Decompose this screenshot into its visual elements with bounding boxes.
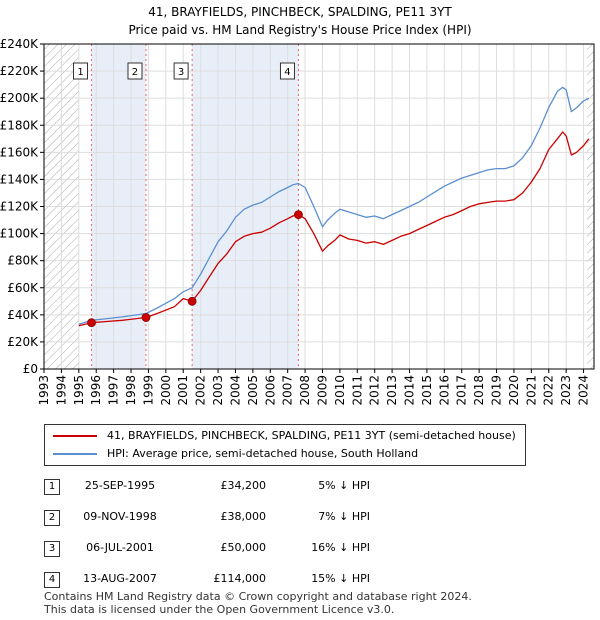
sale-row: 3 06-JUL-2001 £50,000 16% ↓ HPI [0, 538, 600, 560]
x-tick-label: 2009 [315, 375, 329, 406]
y-tick-label: £100K [0, 227, 39, 241]
sale-point [187, 296, 197, 306]
chart-title: 41, BRAYFIELDS, PINCHBECK, SPALDING, PE1… [148, 5, 452, 19]
sale-marker-box [73, 62, 89, 80]
sale-number: 2 [44, 510, 60, 526]
x-tick-label: 2008 [298, 375, 312, 406]
sale-row: 4 13-AUG-2007 £114,000 15% ↓ HPI [0, 569, 600, 591]
footer-licence: This data is licensed under the Open Gov… [44, 603, 395, 616]
legend-swatch-hpi [53, 453, 97, 455]
x-tick-label: 2017 [455, 375, 469, 406]
x-tick-label: 1994 [54, 375, 68, 406]
sale-marker-label: 2 [132, 67, 138, 78]
sale-marker-box [279, 62, 295, 80]
sale-price: £50,000 [220, 541, 267, 554]
x-tick-label: 2012 [368, 375, 382, 406]
x-tick-label: 2007 [281, 375, 295, 406]
sale-price: £38,000 [220, 510, 267, 523]
x-tick-label: 2023 [559, 375, 573, 406]
sale-point [87, 318, 96, 328]
legend-swatch-property [53, 435, 97, 437]
y-tick-label: £20K [7, 335, 39, 349]
x-tick-label: 2004 [228, 375, 242, 406]
hpi-line [78, 86, 590, 325]
sale-marker-label: 4 [284, 67, 290, 78]
x-tick-label: 2024 [577, 375, 591, 406]
x-tick-label: 2021 [524, 375, 538, 406]
sale-point [294, 210, 303, 220]
x-tick-label: 2020 [507, 375, 521, 406]
legend-label-hpi: HPI: Average price, semi-detached house,… [107, 447, 419, 460]
legend: 41, BRAYFIELDS, PINCHBECK, SPALDING, PE1… [44, 424, 526, 466]
y-tick-label: £240K [0, 37, 39, 51]
sale-row: 1 25-SEP-1995 £34,200 5% ↓ HPI [0, 476, 600, 498]
sale-number: 3 [44, 541, 60, 557]
sale-date: 06-JUL-2001 [86, 541, 154, 554]
x-tick-label: 1995 [72, 375, 86, 406]
x-tick-label: 2018 [472, 375, 486, 406]
x-tick-label: 1999 [141, 375, 155, 406]
sale-row: 2 09-NOV-1998 £38,000 7% ↓ HPI [0, 507, 600, 529]
sale-price: £34,200 [220, 479, 267, 492]
x-tick-label: 2005 [246, 375, 260, 406]
x-tick-label: 2006 [263, 375, 277, 406]
x-tick-label: 1998 [124, 375, 138, 406]
x-tick-label: 2022 [542, 375, 556, 406]
legend-label-property: 41, BRAYFIELDS, PINCHBECK, SPALDING, PE1… [107, 429, 516, 442]
y-tick-label: £40K [7, 308, 39, 322]
price-chart: 1 2 3 4 £0 £20K £40K £60K £80K £100K £120K £140K £16… [0, 37, 595, 406]
footer: Contains HM Land Registry data © Crown c… [44, 590, 472, 616]
x-tick-label: 2019 [490, 375, 504, 406]
y-tick-label: £60K [7, 281, 39, 295]
sale-date: 09-NOV-1998 [83, 510, 157, 523]
chart-subtitle: Price paid vs. HM Land Registry's House … [128, 23, 472, 37]
sale-hpi-diff: 5% ↓ HPI [318, 479, 370, 492]
y-tick-label: £80K [7, 254, 39, 268]
sale-number: 1 [44, 479, 60, 495]
x-tick-label: 2015 [420, 375, 434, 406]
y-tick-label: £220K [0, 64, 39, 78]
sale-hpi-diff: 16% ↓ HPI [311, 541, 370, 554]
sale-hpi-diff: 15% ↓ HPI [311, 572, 370, 585]
sale-marker-label: 1 [77, 67, 83, 78]
x-tick-label: 2010 [333, 375, 347, 406]
x-tick-label: 2016 [437, 375, 451, 406]
property-price-line [78, 131, 590, 327]
y-tick-label: £160K [0, 145, 39, 159]
x-tick-label: 1993 [37, 375, 51, 406]
sale-point [141, 313, 151, 322]
sale-price: £114,000 [213, 572, 267, 585]
x-tick-label: 2014 [403, 375, 417, 406]
y-tick-label: £180K [0, 118, 39, 132]
sale-date: 25-SEP-1995 [84, 479, 156, 492]
sale-marker-box [127, 62, 143, 80]
sale-date: 13-AUG-2007 [83, 572, 157, 585]
sale-marker-label: 3 [178, 67, 184, 78]
y-tick-label: £120K [0, 200, 39, 214]
y-tick-label: £200K [0, 91, 39, 105]
footer-copyright: Contains HM Land Registry data © Crown c… [44, 590, 472, 603]
sale-hpi-diff: 7% ↓ HPI [318, 510, 370, 523]
y-tick-label: £140K [0, 172, 39, 186]
sale-number: 4 [44, 572, 60, 588]
x-tick-label: 2001 [176, 375, 190, 406]
x-tick-label: 2000 [159, 375, 173, 406]
x-tick-label: 1996 [89, 375, 103, 406]
x-tick-label: 2011 [350, 375, 364, 406]
sale-marker-box [173, 62, 189, 80]
x-tick-label: 2003 [211, 375, 225, 406]
x-tick-label: 1997 [107, 375, 121, 406]
x-tick-label: 2013 [385, 375, 399, 406]
x-tick-label: 2002 [194, 375, 208, 406]
y-tick-label: £0 [23, 362, 38, 376]
